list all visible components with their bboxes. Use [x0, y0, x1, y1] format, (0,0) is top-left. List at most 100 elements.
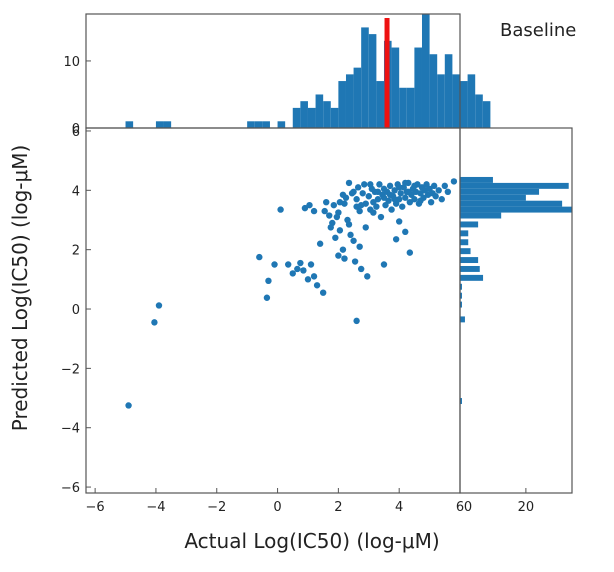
scatter-point [332, 234, 339, 241]
top-histogram-bar [361, 27, 369, 128]
scatter-point [271, 261, 278, 268]
scatter-point [391, 196, 398, 203]
top-histogram-bar [292, 107, 301, 128]
top-y-tick-label: 0 [72, 122, 80, 137]
scatter-point [307, 261, 315, 268]
right-histogram-bar [460, 292, 462, 299]
x-tick-label: 6 [456, 500, 464, 515]
scatter-point [370, 209, 377, 216]
top-histogram-bar [125, 121, 134, 128]
right-histogram-bar [460, 274, 484, 281]
top-histogram-bar [368, 34, 377, 128]
scatter-point [326, 212, 333, 219]
scatter-point [380, 261, 388, 268]
top-histogram-bar [345, 74, 354, 128]
top-histogram-bar [429, 54, 438, 129]
scatter-point [362, 224, 369, 231]
y-axis-title: Predicted Log(IC50) (log-μM) [8, 145, 32, 432]
right-histogram-bar [460, 188, 540, 195]
scatter-point [356, 207, 363, 215]
scatter-point [388, 206, 395, 213]
scatter-point [402, 179, 409, 187]
right-histogram-bar [460, 248, 471, 255]
scatter-point [386, 182, 394, 190]
scatter-point [304, 276, 312, 283]
top-histogram-bar [460, 81, 468, 128]
right-histogram-bar [460, 206, 572, 213]
scatter-point [335, 252, 342, 259]
top-histogram-bar [315, 94, 324, 128]
scatter-point [385, 197, 392, 204]
scatter-point [361, 181, 368, 188]
scatter-point [263, 294, 271, 301]
top-histogram-bar [262, 121, 270, 128]
scatter-point [285, 261, 292, 268]
top-histogram-bar [406, 87, 415, 128]
scatter-point [256, 253, 263, 261]
scatter-point [367, 181, 374, 188]
scatter-point [277, 206, 284, 213]
top-histogram-bar [307, 107, 316, 128]
scatter-point [336, 198, 344, 206]
scatter-point [391, 187, 398, 194]
top-histogram-bar [399, 87, 407, 128]
right-histogram-bar [460, 200, 563, 207]
scatter-point [316, 240, 324, 247]
x-tick-label: 4 [395, 500, 403, 515]
scatter-point [354, 184, 362, 191]
top-histogram-bar [444, 54, 453, 129]
top-histogram: 0 10 [63, 13, 491, 137]
scatter-point [357, 265, 365, 273]
top-histogram-bar [475, 94, 483, 128]
y-tick-label: −4 [61, 422, 80, 437]
right-histogram-bar [460, 194, 526, 201]
top-histogram-bar [338, 81, 346, 128]
scatter-point [313, 282, 321, 289]
scatter-point [301, 204, 309, 212]
y-tick-label: −6 [61, 481, 80, 496]
right-histogram-bar [460, 239, 469, 246]
scatter-point [351, 258, 359, 265]
scatter-point [376, 181, 383, 188]
top-histogram-bar [323, 101, 331, 128]
right-histogram-bar [460, 230, 469, 237]
scatter-point [386, 191, 394, 198]
right-histogram-bar [460, 301, 462, 308]
scatter-point [300, 267, 307, 274]
right-histogram-bar [460, 221, 479, 228]
right-histogram: 0 20 [459, 127, 573, 515]
right-histogram-bar [460, 316, 465, 323]
scatter-point [395, 196, 403, 203]
y-tick-label: 0 [72, 303, 80, 318]
scatter-point [327, 224, 334, 231]
scatter-point [306, 201, 313, 209]
x-tick-label: −4 [146, 500, 165, 515]
scatter-point [430, 182, 438, 190]
top-histogram-bar [277, 121, 286, 128]
scatter-point [345, 221, 353, 228]
scatter-point [350, 237, 357, 244]
x-tick-label: 0 [273, 500, 281, 515]
scatter-point [333, 213, 341, 221]
scatter-point [380, 194, 388, 201]
scatter-point [374, 188, 382, 196]
right-histogram-bar [460, 212, 502, 219]
top-histogram-bar [421, 14, 430, 128]
y-tick-label: 6 [72, 125, 80, 140]
scatter-point [397, 190, 404, 197]
right-histogram-frame [459, 127, 573, 494]
scatter-point [347, 231, 354, 239]
scatter-point [450, 178, 458, 185]
scatter-point [373, 203, 380, 210]
scatter-point [265, 277, 272, 285]
x-tick-label: −2 [207, 500, 226, 515]
scatter-panel: −6 −4 −2 0 2 4 6 −6 −4 −2 0 2 4 6 [61, 125, 464, 515]
scatter-point [125, 402, 132, 409]
scatter-point [377, 213, 385, 221]
right-histogram-bar [460, 257, 479, 264]
scatter-point [402, 194, 409, 201]
right-histogram-bar [460, 176, 493, 183]
scatter-point [294, 265, 301, 273]
scatter-point [345, 179, 353, 187]
scatter-point [427, 198, 435, 206]
